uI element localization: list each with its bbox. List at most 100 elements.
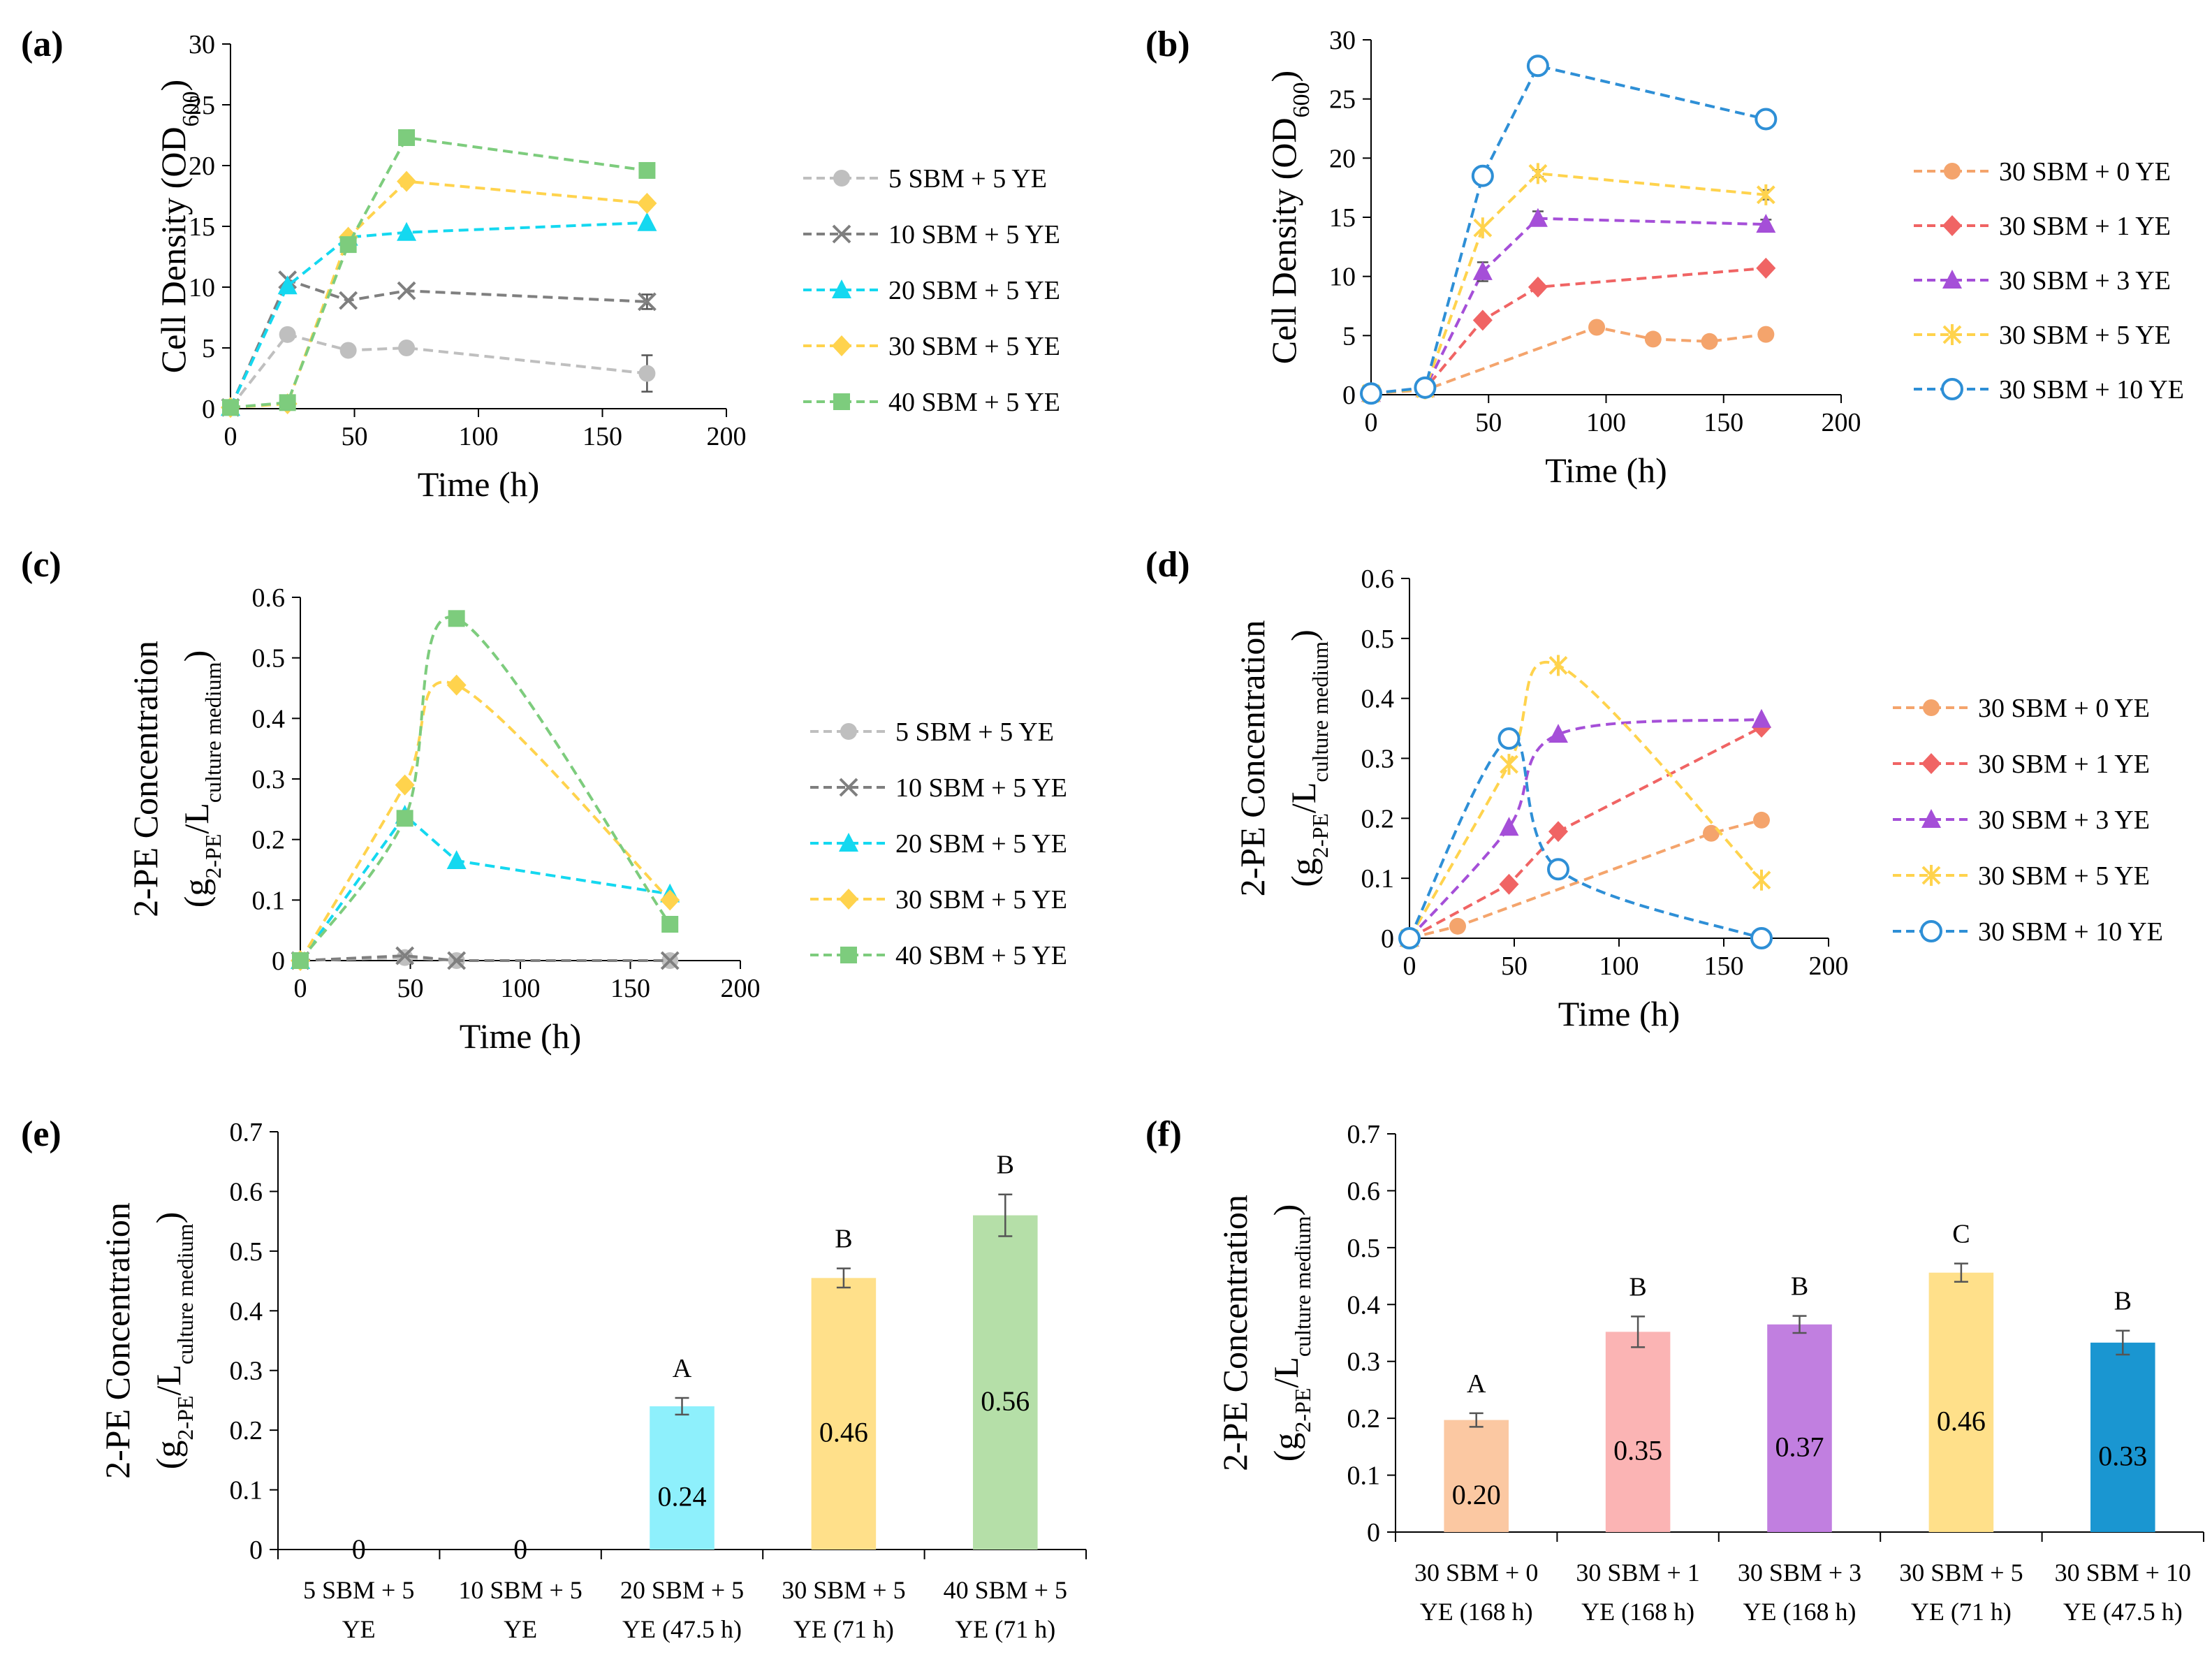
y-tick-label: 0 — [249, 1536, 263, 1565]
series-30-sbm-10-ye — [1360, 54, 1778, 405]
series-line — [1370, 64, 1766, 395]
chart-a: (a) 0 50 100 150 200 0 5 10 15 20 25 30 Time (h) Cell … — [21, 24, 1060, 504]
legend-label: 30 SBM + 1 YE — [1999, 212, 2171, 241]
series-20-sbm-5-ye — [221, 212, 657, 416]
series-line — [230, 180, 647, 409]
y-tick-label: 0.6 — [230, 1177, 263, 1207]
panel-label: (b) — [1145, 24, 1190, 64]
legend-entry: 30 SBM + 1 YE — [1914, 212, 2171, 241]
data-point — [446, 674, 467, 696]
legend-label: 30 SBM + 0 YE — [1999, 157, 2171, 187]
panel-label: (f) — [1145, 1114, 1182, 1154]
legend-marker — [839, 889, 858, 910]
x-tick-label: 200 — [721, 974, 761, 1003]
category-label: 30 SBM + 3 — [1738, 1559, 1861, 1587]
data-point — [279, 394, 296, 411]
data-point — [1528, 276, 1548, 298]
y-tick-label: 0.4 — [1361, 685, 1395, 714]
bar — [1605, 1332, 1671, 1532]
chart-d: (d) 0 50 100 150 200 0 0.1 0.2 0.3 0.4 0.5 0.6 Time (… — [1145, 545, 2163, 1033]
legend-marker — [1921, 809, 1941, 828]
legend-entry: 10 SBM + 5 YE — [810, 773, 1067, 803]
data-point — [277, 275, 298, 295]
bar-group: 0 10 SBM + 5 YE — [458, 1533, 582, 1643]
category-label: 30 SBM + 5 — [1899, 1559, 2023, 1587]
legend-entry: 30 SBM + 1 YE — [1893, 750, 2150, 779]
data-point — [1756, 214, 1776, 233]
y-tick-label: 0.5 — [252, 644, 286, 673]
series-line — [1408, 736, 1762, 940]
data-point — [395, 774, 415, 796]
category-label: 30 SBM + 1 — [1576, 1559, 1699, 1587]
data-point — [339, 291, 358, 310]
legend-label: 30 SBM + 5 YE — [1978, 861, 2150, 891]
data-point — [1753, 811, 1770, 829]
data-point — [660, 889, 680, 911]
x-tick-label: 150 — [610, 974, 650, 1003]
legend-entry: 30 SBM + 10 YE — [1893, 917, 2163, 947]
y-tick-label: 0.1 — [252, 886, 286, 915]
x-tick-label: 0 — [1403, 952, 1416, 981]
legend-entry: 40 SBM + 5 YE — [810, 941, 1067, 970]
x-tick-label: 150 — [1704, 952, 1744, 981]
bar-group: A 0.20 30 SBM + 0 YE (168 h) — [1414, 1369, 1538, 1626]
legend-label: 30 SBM + 5 YE — [1999, 321, 2171, 350]
series-line — [299, 615, 671, 962]
y-tick-label: 10 — [1329, 263, 1356, 292]
y-axis-title: 2-PE Concentration — [1215, 1195, 1254, 1471]
legend-marker — [833, 170, 850, 187]
category-label: 10 SBM + 5 — [458, 1576, 582, 1604]
series-line — [230, 136, 647, 409]
data-point — [1528, 163, 1548, 184]
y-tick-label: 0.6 — [1361, 564, 1395, 594]
legend-marker — [1941, 378, 1963, 400]
data-point — [339, 342, 357, 359]
series-line — [299, 680, 671, 962]
data-point — [395, 946, 415, 965]
category-label: YE — [504, 1615, 537, 1643]
x-tick-label: 150 — [1704, 408, 1743, 437]
significance-letter: B — [2114, 1287, 2132, 1316]
x-tick-label: 200 — [707, 422, 747, 451]
panel-label: (a) — [21, 24, 64, 64]
data-point — [1398, 927, 1421, 949]
category-label: YE (47.5 h) — [622, 1615, 742, 1643]
y-axis-unit: (g2-PE/Lculture medium) — [149, 1212, 198, 1469]
data-point — [1471, 164, 1494, 187]
bar-value-label: 0.37 — [1775, 1431, 1824, 1462]
legend-label: 30 SBM + 3 YE — [1999, 266, 2171, 296]
data-point — [1472, 309, 1493, 331]
legend-marker — [832, 335, 851, 356]
error-bar — [2116, 1329, 2130, 1356]
x-axis-title: Time (h) — [418, 465, 540, 504]
data-point — [396, 810, 413, 827]
y-tick-label: 0.7 — [230, 1118, 263, 1147]
data-point — [1472, 261, 1493, 280]
data-point — [1473, 217, 1493, 239]
x-tick-label: 100 — [1599, 952, 1639, 981]
data-point — [447, 951, 467, 970]
legend-marker — [1942, 270, 1962, 289]
y-tick-label: 20 — [1329, 144, 1356, 173]
data-point — [398, 129, 416, 146]
series-line — [229, 221, 647, 409]
legend-label: 30 SBM + 0 YE — [1978, 694, 2150, 723]
data-point — [1500, 754, 1518, 775]
x-tick-label: 0 — [1365, 408, 1378, 437]
series-30-sbm-5-ye — [1400, 655, 1771, 949]
category-label: YE (71 h) — [793, 1615, 894, 1643]
data-point — [661, 916, 679, 933]
legend-label: 10 SBM + 5 YE — [888, 220, 1060, 249]
error-bar — [1631, 1315, 1646, 1348]
y-axis-title: 2-PE Concentration — [126, 641, 165, 917]
series-30-sbm-5-ye — [221, 170, 657, 418]
series-40-sbm-5-ye — [292, 610, 679, 969]
data-point — [637, 212, 657, 231]
error-bar — [836, 1267, 851, 1289]
x-tick-label: 100 — [501, 974, 541, 1003]
x-axis-title: Time (h) — [1558, 994, 1680, 1033]
legend-label: 5 SBM + 5 YE — [895, 717, 1054, 747]
y-tick-label: 0.3 — [230, 1357, 263, 1386]
legend-label: 20 SBM + 5 YE — [888, 276, 1060, 305]
